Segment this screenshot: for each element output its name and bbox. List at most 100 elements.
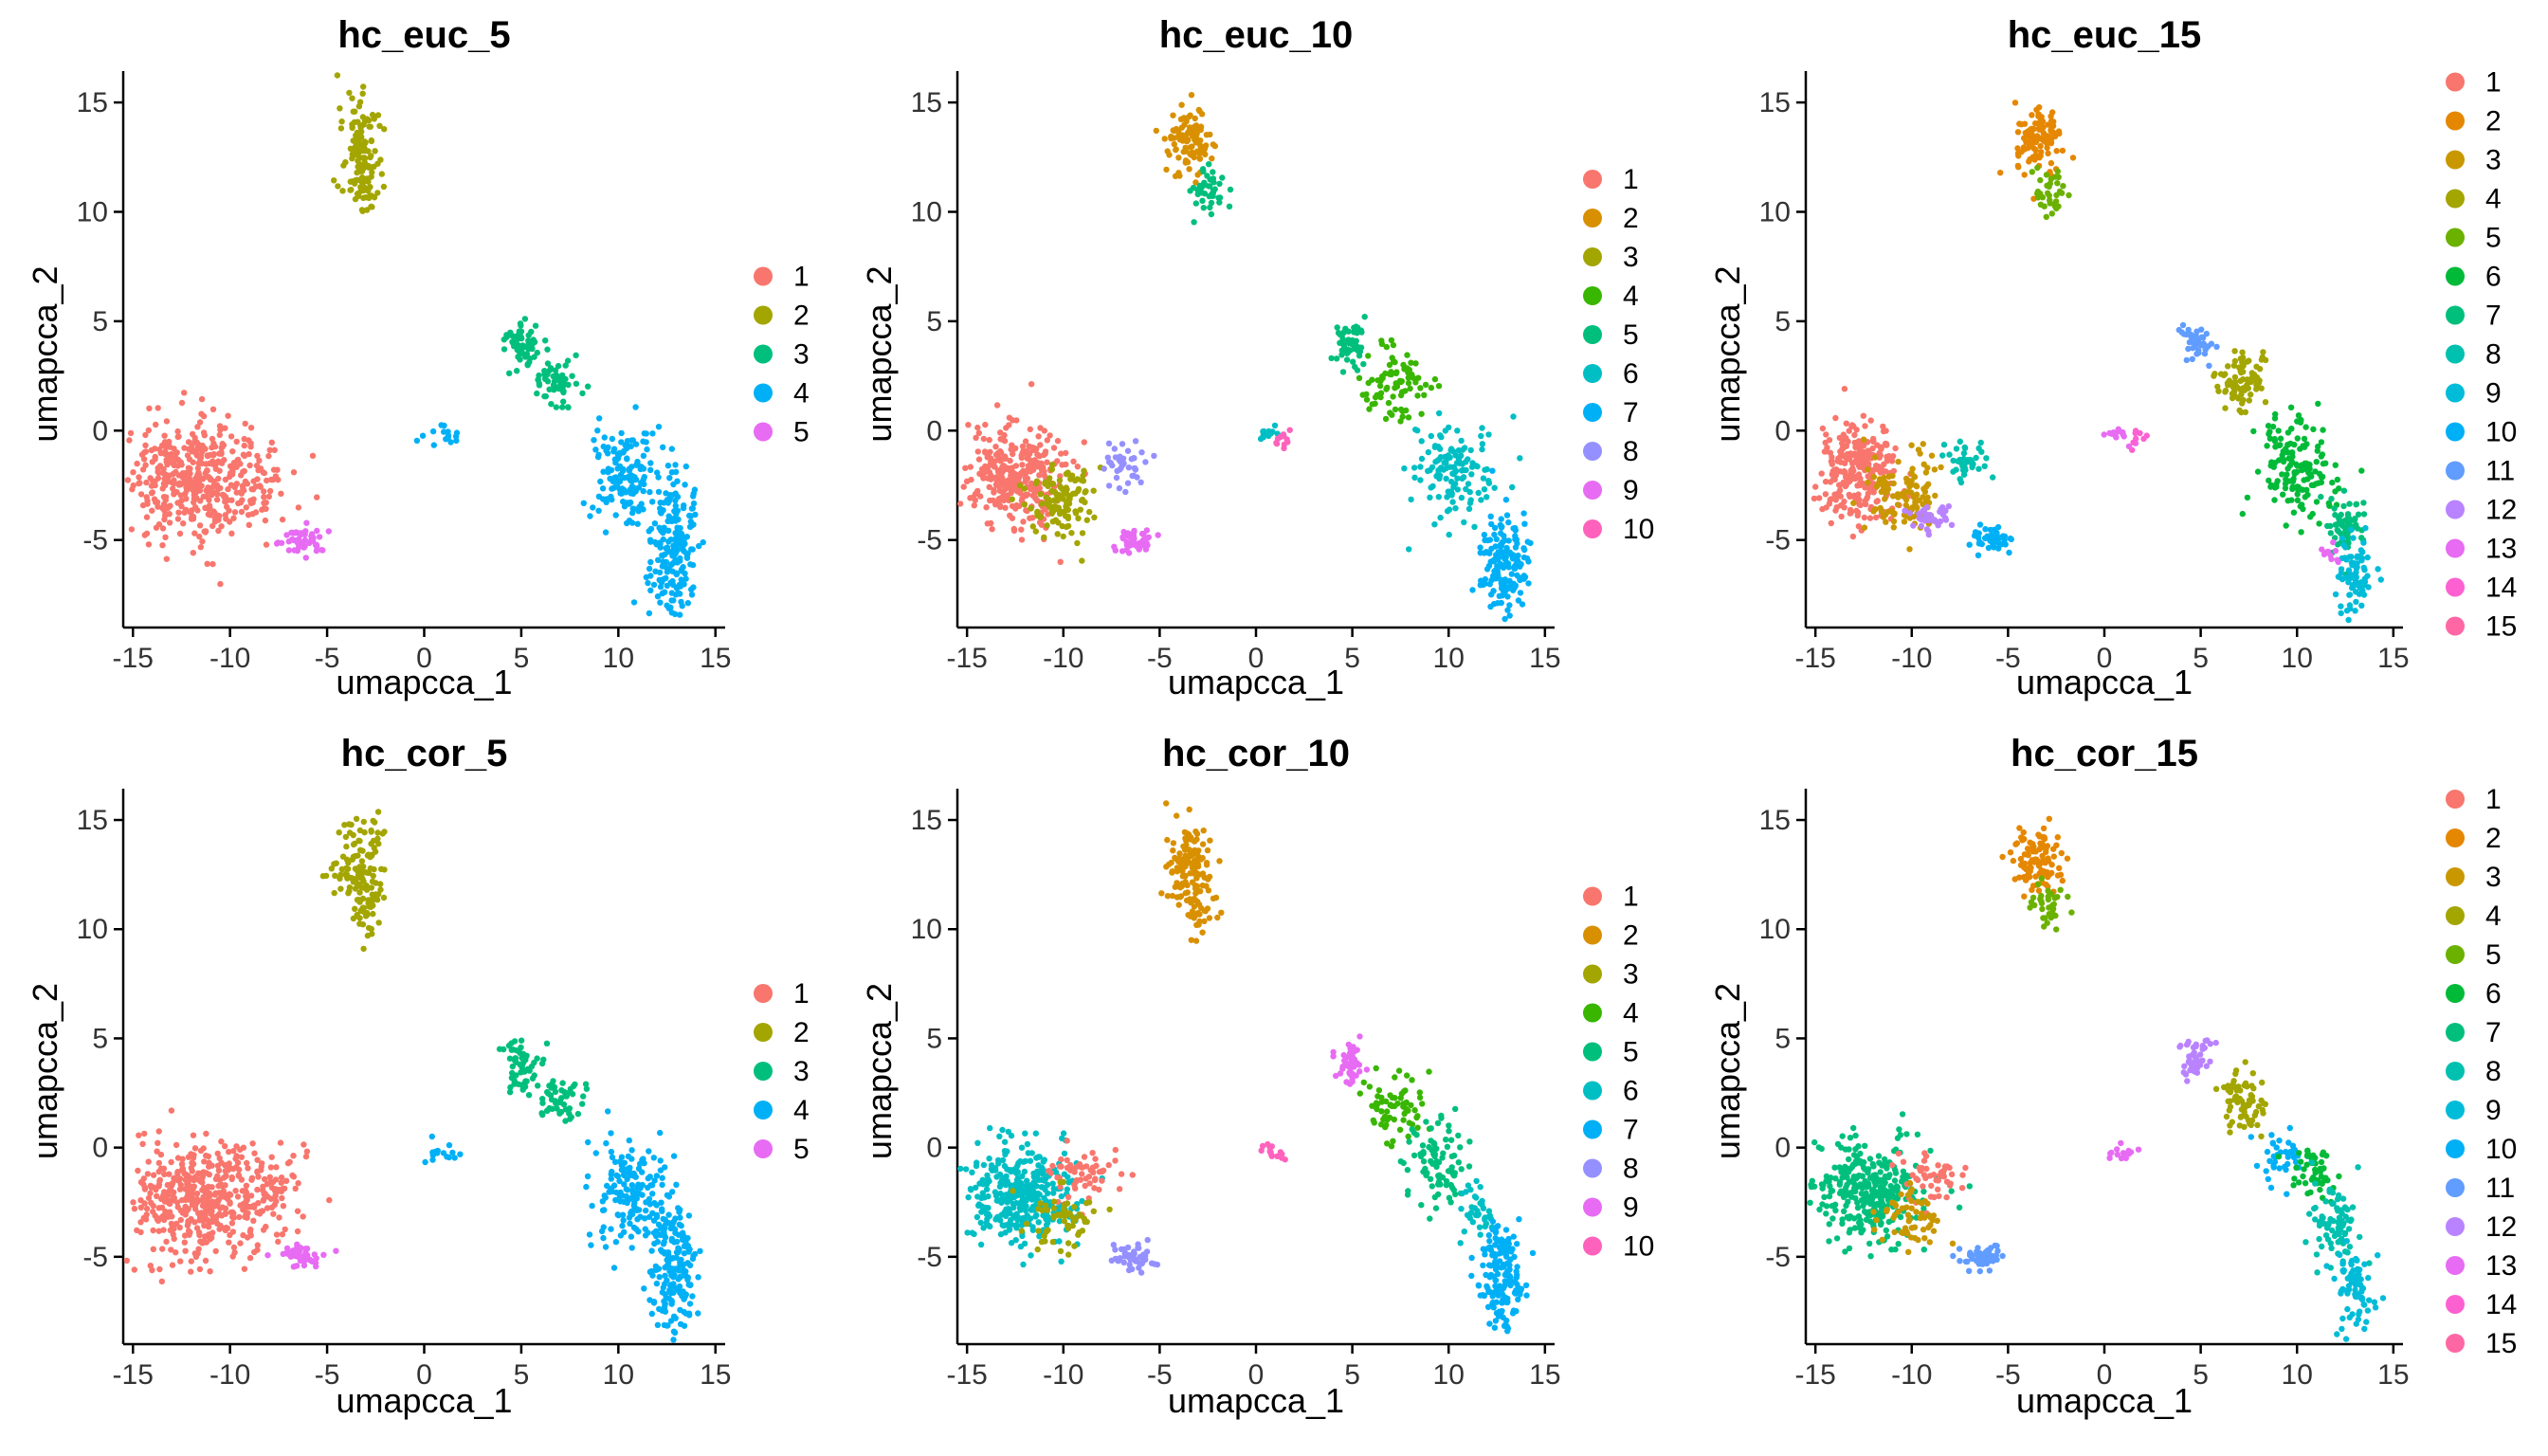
data-point bbox=[2240, 385, 2247, 391]
data-point bbox=[1405, 379, 1412, 387]
data-point bbox=[2346, 554, 2353, 560]
data-point bbox=[1465, 505, 1473, 512]
data-point bbox=[559, 384, 566, 391]
data-point bbox=[623, 1186, 629, 1192]
data-point bbox=[152, 456, 158, 463]
data-point bbox=[346, 884, 354, 891]
data-point bbox=[2346, 592, 2353, 598]
data-point bbox=[2334, 556, 2340, 563]
data-point bbox=[659, 1289, 665, 1296]
data-point bbox=[660, 444, 666, 450]
data-point bbox=[628, 464, 635, 470]
data-point bbox=[496, 1046, 503, 1052]
data-point bbox=[1350, 358, 1356, 365]
data-point bbox=[2275, 428, 2282, 434]
data-point bbox=[248, 1176, 255, 1183]
data-point bbox=[683, 555, 691, 561]
data-point bbox=[261, 469, 267, 477]
data-point bbox=[988, 476, 994, 482]
y-tick-label: 15 bbox=[911, 805, 942, 836]
data-point bbox=[2231, 373, 2239, 381]
data-point bbox=[1065, 1174, 1071, 1180]
data-point bbox=[254, 1242, 261, 1248]
data-point bbox=[357, 188, 364, 195]
data-point bbox=[686, 1301, 694, 1307]
data-point bbox=[276, 1186, 282, 1193]
data-point bbox=[196, 472, 203, 479]
data-point bbox=[1469, 587, 1476, 593]
data-point bbox=[229, 1209, 236, 1216]
data-point bbox=[1486, 537, 1494, 543]
data-point bbox=[374, 160, 381, 167]
data-point bbox=[1184, 158, 1192, 166]
data-point bbox=[611, 1158, 619, 1166]
data-point bbox=[688, 546, 695, 553]
data-point bbox=[602, 529, 610, 536]
data-point bbox=[2016, 120, 2023, 127]
data-point bbox=[2298, 529, 2304, 536]
data-point bbox=[283, 532, 290, 538]
data-point bbox=[354, 867, 360, 874]
data-point bbox=[539, 1100, 546, 1106]
data-point bbox=[628, 519, 636, 526]
data-point bbox=[2315, 480, 2322, 486]
data-point bbox=[229, 1253, 236, 1260]
data-point bbox=[141, 532, 148, 538]
data-point bbox=[203, 1130, 209, 1138]
data-point bbox=[137, 1219, 144, 1226]
data-point bbox=[430, 442, 437, 448]
data-point bbox=[2051, 203, 2059, 210]
data-point bbox=[1483, 549, 1490, 555]
data-point bbox=[515, 354, 521, 360]
legend-label: 6 bbox=[1623, 358, 1639, 390]
data-point bbox=[2189, 355, 2195, 362]
data-point bbox=[555, 362, 562, 370]
data-point bbox=[657, 544, 664, 551]
data-point bbox=[647, 460, 654, 466]
data-point bbox=[245, 1210, 251, 1217]
data-point bbox=[335, 183, 341, 190]
data-point bbox=[1910, 522, 1917, 529]
data-point bbox=[2279, 471, 2285, 478]
data-point bbox=[301, 1258, 308, 1265]
data-point bbox=[1911, 473, 1919, 481]
data-point bbox=[682, 540, 688, 547]
data-point bbox=[531, 338, 538, 346]
legend-swatch bbox=[1583, 209, 1602, 228]
data-point bbox=[637, 1185, 644, 1192]
data-point bbox=[2319, 451, 2326, 458]
data-point bbox=[547, 365, 555, 372]
data-point bbox=[197, 1147, 205, 1155]
legend-label: 4 bbox=[793, 1095, 810, 1126]
data-point bbox=[544, 1107, 551, 1114]
data-point bbox=[974, 448, 982, 455]
data-point bbox=[280, 1203, 287, 1210]
data-point bbox=[2358, 602, 2365, 609]
data-point bbox=[1078, 497, 1085, 504]
data-point bbox=[1189, 143, 1195, 150]
data-point bbox=[1446, 531, 1452, 538]
data-point bbox=[1478, 497, 1484, 503]
data-point bbox=[453, 437, 460, 445]
data-point bbox=[585, 1138, 592, 1146]
data-point bbox=[2276, 457, 2283, 464]
data-point bbox=[2186, 338, 2193, 346]
data-point bbox=[326, 1196, 333, 1204]
data-point bbox=[1393, 383, 1401, 390]
data-point bbox=[182, 1203, 189, 1210]
data-point bbox=[973, 434, 979, 441]
data-point bbox=[588, 1242, 594, 1248]
data-point bbox=[2328, 496, 2335, 502]
data-point bbox=[270, 1210, 277, 1217]
data-point bbox=[997, 503, 1004, 510]
data-point bbox=[690, 490, 697, 497]
data-point bbox=[209, 522, 216, 530]
data-point bbox=[524, 362, 531, 369]
data-point bbox=[662, 551, 668, 557]
data-point bbox=[155, 405, 161, 411]
data-point bbox=[217, 580, 224, 588]
data-point bbox=[644, 446, 650, 453]
data-point bbox=[170, 485, 176, 492]
